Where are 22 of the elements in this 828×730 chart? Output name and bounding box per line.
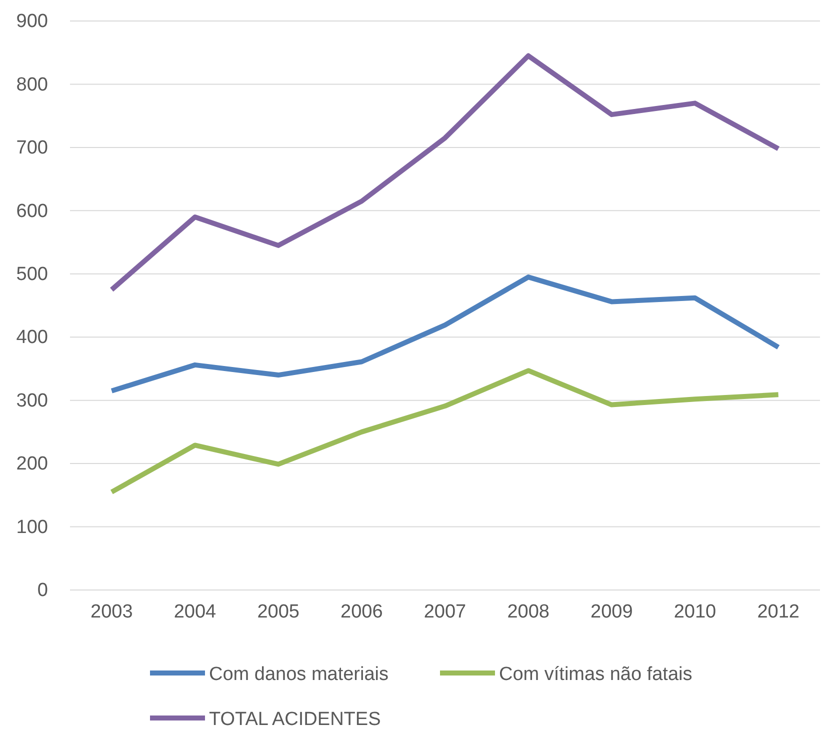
x-tick-label: 2012 xyxy=(757,601,800,622)
y-tick-label: 900 xyxy=(16,11,48,32)
y-tick-label: 300 xyxy=(16,390,48,412)
y-tick-label: 500 xyxy=(16,264,48,285)
x-tick-label: 2008 xyxy=(507,601,550,622)
y-tick-label: 800 xyxy=(16,74,48,96)
y-tick-label: 200 xyxy=(16,454,48,475)
legend-label: Com vítimas não fatais xyxy=(499,664,692,685)
y-tick-label: 700 xyxy=(16,138,48,159)
x-tick-label: 2006 xyxy=(340,601,383,622)
x-tick-label: 2004 xyxy=(174,601,217,622)
x-tick-label: 2005 xyxy=(257,601,300,622)
y-tick-label: 100 xyxy=(16,516,48,538)
legend-label: TOTAL ACIDENTES xyxy=(209,709,381,730)
x-tick-label: 2010 xyxy=(674,601,716,622)
y-tick-label: 0 xyxy=(37,580,48,602)
x-tick-label: 2003 xyxy=(90,601,133,622)
x-tick-label: 2009 xyxy=(590,601,633,622)
x-tick-label: 2007 xyxy=(424,601,466,622)
y-tick-label: 600 xyxy=(16,200,48,222)
legend-label: Com danos materiais xyxy=(209,664,389,685)
y-tick-label: 400 xyxy=(16,327,48,348)
